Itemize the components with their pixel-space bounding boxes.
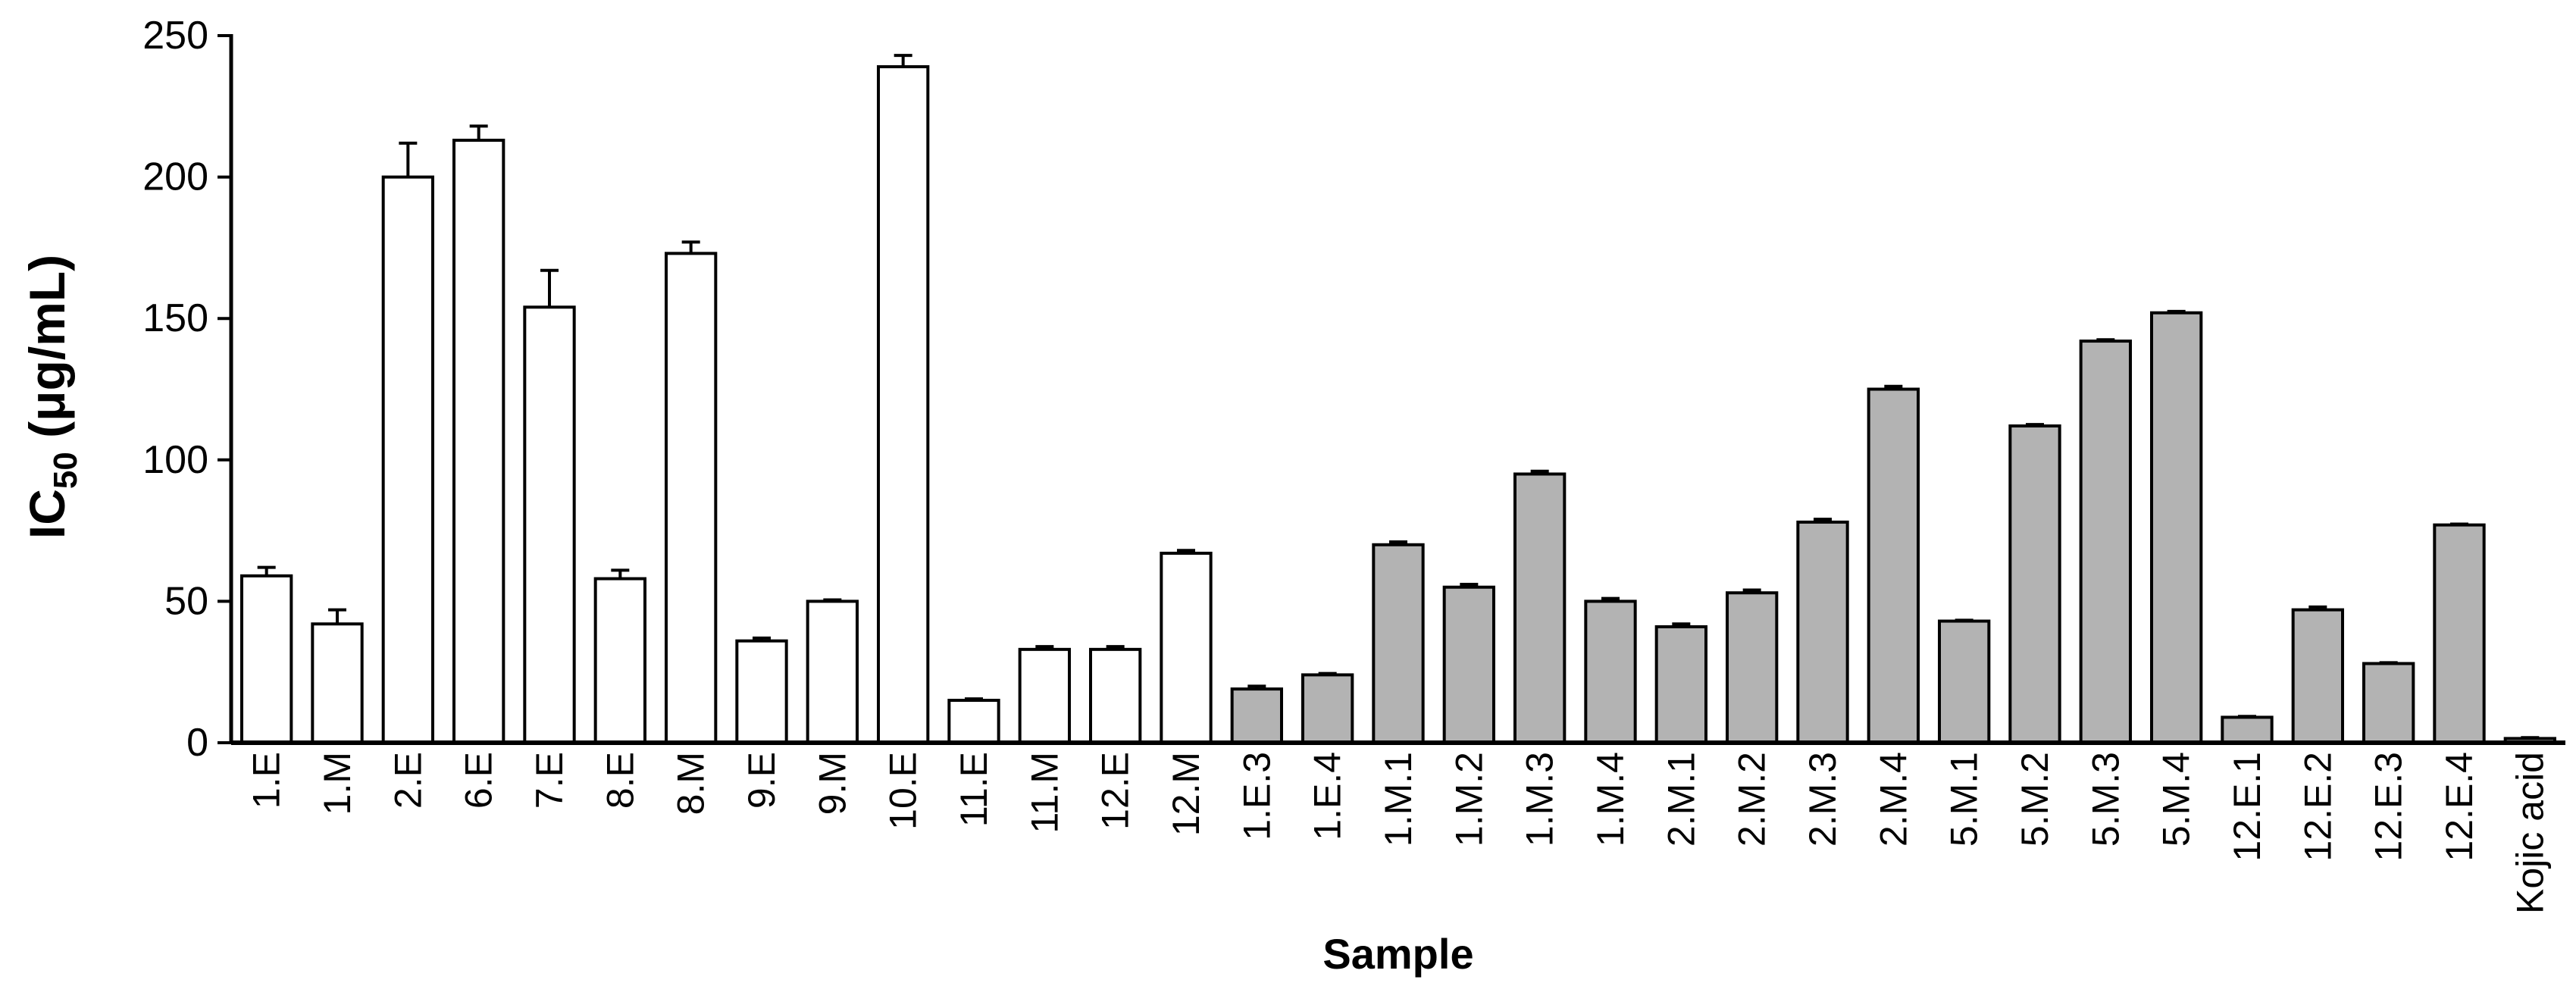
y-tick-label: 100: [142, 438, 208, 482]
x-tick-label: 6.E: [458, 752, 500, 809]
bars-group: [240, 65, 2557, 745]
bar-5-m-4: [2150, 311, 2203, 744]
bar-2-m-2: [1726, 591, 1779, 744]
y-tick-label: 250: [142, 14, 208, 58]
y-tick-label: 200: [142, 155, 208, 199]
bar-1-m-4: [1584, 599, 1637, 745]
bar-12-e: [1089, 647, 1142, 744]
x-tick-label: 8.E: [599, 752, 641, 809]
bar-12-e-3: [2362, 662, 2415, 745]
y-axis-title-main: IC: [19, 489, 75, 539]
x-tick-label: Kojic acid: [2509, 752, 2551, 914]
bar-11-e: [947, 699, 1000, 745]
y-tick-label: 50: [164, 579, 208, 623]
y-tick-label: 150: [142, 296, 208, 340]
bar-1-e-3: [1230, 687, 1283, 744]
bar-1-e: [240, 574, 293, 745]
x-tick-label: 5.M.1: [1943, 752, 1986, 847]
x-tick-label: 2.M.3: [1801, 752, 1844, 847]
x-tick-labels-group: 1.E 1.M 2.E 6.E 7.E 8.E 8.M 9.E 9.M 10.E 11.E 11.M 1…: [246, 752, 2552, 914]
x-tick-label: 12.E.3: [2368, 752, 2410, 862]
x-tick-label: 1.M.1: [1377, 752, 1419, 847]
x-tick-label: 2.M.2: [1731, 752, 1773, 847]
x-tick-label: 12.E.4: [2438, 752, 2481, 862]
bar-2-m-4: [1867, 387, 1920, 744]
bar-8-e: [593, 577, 647, 744]
bar-1-m-1: [1372, 543, 1425, 744]
bar-2-e: [381, 175, 434, 745]
bar-2-m-3: [1796, 520, 1849, 744]
error-bars-group: [257, 54, 2540, 740]
bar-5-m-3: [2079, 340, 2133, 744]
x-tick-label: 8.M: [670, 752, 712, 815]
bar-1-m: [311, 622, 364, 744]
x-tick-label: 10.E: [882, 752, 925, 830]
x-tick-label: 5.M.3: [2084, 752, 2127, 847]
y-ticks-group: 0 50 100 150 200 250: [142, 14, 231, 765]
bar-11-m: [1018, 647, 1071, 744]
y-tick-label: 0: [186, 721, 208, 765]
x-tick-label: 1.M.2: [1448, 752, 1490, 847]
bar-5-m-1: [1938, 619, 1991, 744]
bar-12-e-4: [2433, 523, 2486, 744]
x-tick-label: 12.E: [1094, 752, 1137, 830]
x-tick-label: 5.M.2: [2014, 752, 2056, 847]
x-tick-label: 2.E: [387, 752, 429, 809]
x-tick-label: 2.M.4: [1872, 752, 1914, 847]
x-tick-label: 1.E.3: [1235, 752, 1278, 841]
x-tick-label: 1.M: [316, 752, 358, 815]
y-axis-title-subscript: 50: [47, 452, 84, 489]
bar-1-m-3: [1513, 472, 1567, 745]
bar-1-m-2: [1442, 585, 1495, 744]
bar-9-m: [806, 599, 859, 745]
bar-2-m-1: [1654, 625, 1708, 744]
bar-6-e: [452, 139, 505, 745]
bar-1-e-4: [1301, 673, 1354, 745]
y-axis-title-unit: (μg/mL): [19, 255, 75, 452]
x-tick-label: 12.E.2: [2296, 752, 2339, 862]
x-tick-label: 11.E: [953, 752, 995, 827]
x-tick-label: 5.M.4: [2155, 752, 2198, 847]
bar-9-e: [735, 639, 788, 745]
x-tick-label: 1.E: [246, 752, 288, 809]
bar-12-e-2: [2291, 608, 2345, 745]
x-tick-label: 1.M.4: [1589, 752, 1632, 847]
bar-10-e: [877, 65, 930, 744]
axes-group: [229, 34, 2565, 745]
x-tick-label: 12.M: [1165, 752, 1207, 836]
x-tick-label: 12.E.1: [2226, 752, 2268, 862]
x-tick-label: 1.E.4: [1307, 752, 1349, 841]
x-tick-label: 11.M: [1023, 752, 1066, 833]
bar-5-m-2: [2008, 424, 2061, 744]
x-tick-label: 9.E: [740, 752, 783, 809]
x-tick-label: 9.M: [811, 752, 853, 815]
x-tick-label: 7.E: [528, 752, 571, 809]
x-axis-title: Sample: [1322, 930, 1473, 978]
x-tick-label: 1.M.3: [1519, 752, 1561, 847]
y-axis-title: IC50 (μg/mL): [19, 255, 84, 539]
bar-12-m: [1160, 551, 1213, 744]
bar-12-e-1: [2221, 715, 2274, 744]
bar-8-m: [665, 252, 718, 744]
bar-7-e: [523, 305, 576, 745]
x-tick-label: 2.M.1: [1660, 752, 1702, 847]
